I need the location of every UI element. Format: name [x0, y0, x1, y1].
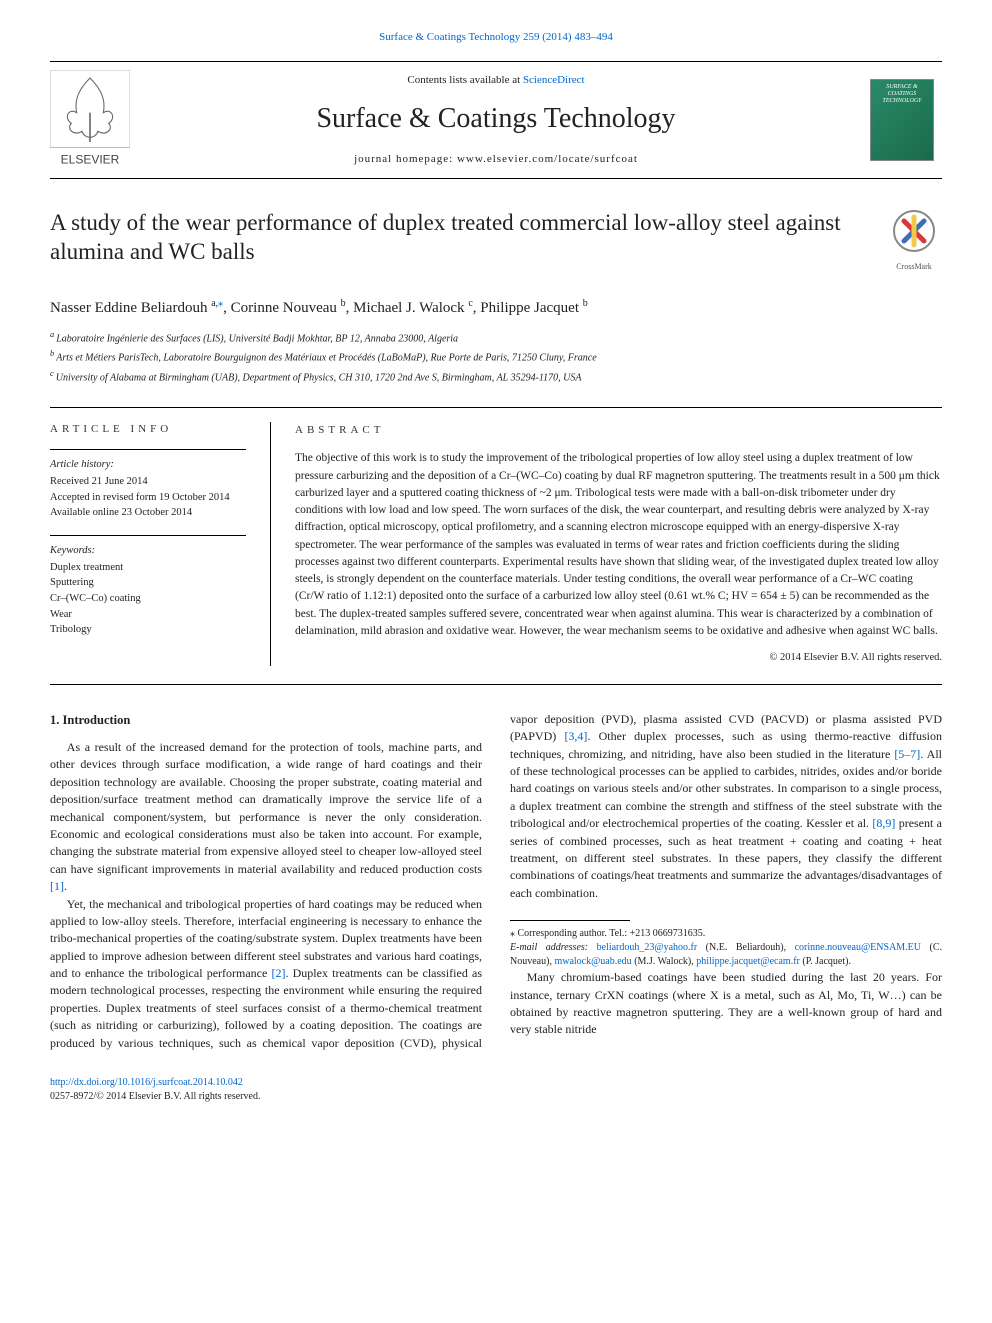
abstract-copyright: © 2014 Elsevier B.V. All rights reserved… [295, 650, 942, 666]
author-affkey: c [468, 298, 472, 309]
keyword: Sputtering [50, 576, 246, 591]
history-line: Received 21 June 2014 [50, 475, 246, 490]
history-title: Article history: [50, 458, 246, 473]
history-line: Available online 23 October 2014 [50, 506, 246, 521]
page-footer: http://dx.doi.org/10.1016/j.surfcoat.201… [50, 1076, 942, 1104]
homepage-url: www.elsevier.com/locate/surfcoat [457, 153, 638, 165]
ref-1[interactable]: [1] [50, 879, 64, 893]
affiliations: a Laboratoire Ingénierie des Surfaces (L… [50, 329, 942, 385]
abstract-label: abstract [295, 422, 942, 439]
p1-b: . [64, 879, 67, 893]
article-title: A study of the wear performance of duple… [50, 209, 866, 267]
issn-copyright: 0257-8972/© 2014 Elsevier B.V. All right… [50, 1091, 260, 1102]
footnote-rule [510, 920, 630, 921]
affiliation-line: b Arts et Métiers ParisTech, Laboratoire… [50, 348, 942, 365]
footnotes: ⁎ Corresponding author. Tel.: +213 06697… [510, 927, 942, 969]
keyword: Duplex treatment [50, 561, 246, 576]
email-link[interactable]: corinne.nouveau@ENSAM.EU [795, 942, 921, 953]
contents-line: Contents lists available at ScienceDirec… [130, 73, 862, 88]
keyword: Cr–(WC–Co) coating [50, 592, 246, 607]
email-link[interactable]: beliardouh_23@yahoo.fr [597, 942, 698, 953]
running-head: Surface & Coatings Technology 259 (2014)… [50, 30, 942, 45]
info-label: article info [50, 422, 246, 437]
body-text: 1. Introduction As a result of the incre… [50, 711, 942, 1052]
crossmark-label: CrossMark [886, 261, 942, 272]
email-link[interactable]: mwalock@uab.edu [554, 956, 631, 967]
author-name: Philippe Jacquet [480, 300, 582, 316]
sciencedirect-link[interactable]: ScienceDirect [523, 74, 585, 86]
homepage-prefix: journal homepage: [354, 153, 457, 165]
crossmark-icon [892, 209, 936, 253]
keyword: Wear [50, 608, 246, 623]
email-addresses: E-mail addresses: beliardouh_23@yahoo.fr… [510, 941, 942, 969]
email-label: E-mail addresses: [510, 942, 597, 953]
author-affkey: b [341, 298, 346, 309]
ref-89[interactable]: [8,9] [872, 816, 895, 830]
author-affkey: b [583, 298, 588, 309]
elsevier-tree-icon: ELSEVIER [50, 70, 130, 170]
keyword: Tribology [50, 623, 246, 638]
abstract-text: The objective of this work is to study t… [295, 450, 942, 640]
crossmark-badge[interactable]: CrossMark [886, 209, 942, 271]
doi-link[interactable]: http://dx.doi.org/10.1016/j.surfcoat.201… [50, 1076, 942, 1090]
keywords-title: Keywords: [50, 544, 246, 559]
ref-2[interactable]: [2] [271, 966, 285, 980]
svg-text:ELSEVIER: ELSEVIER [61, 153, 120, 167]
section-heading-intro: 1. Introduction [50, 711, 482, 729]
cover-text: SURFACE & COATINGS TECHNOLOGY [875, 84, 929, 104]
homepage-line: journal homepage: www.elsevier.com/locat… [130, 152, 862, 167]
publisher-logo: ELSEVIER [50, 70, 130, 170]
journal-title: Surface & Coatings Technology [130, 99, 862, 138]
article-info-column: article info Article history: Received 2… [50, 422, 270, 666]
affiliation-line: c University of Alabama at Birmingham (U… [50, 368, 942, 385]
author-name: Michael J. Walock [353, 300, 468, 316]
running-head-link[interactable]: Surface & Coatings Technology 259 (2014)… [379, 31, 613, 43]
contents-prefix: Contents lists available at [407, 74, 522, 86]
masthead: ELSEVIER Contents lists available at Sci… [50, 61, 942, 179]
p1-a: As a result of the increased demand for … [50, 740, 482, 876]
p3: Many chromium-based coatings have been s… [510, 970, 942, 1036]
corresponding-star-icon: ⁎ [218, 298, 223, 309]
corresponding-author: ⁎ Corresponding author. Tel.: +213 06697… [510, 927, 942, 941]
authors-line: Nasser Eddine Beliardouh a,⁎, Corinne No… [50, 297, 942, 319]
journal-cover-thumb: SURFACE & COATINGS TECHNOLOGY [862, 79, 942, 161]
email-link[interactable]: philippe.jacquet@ecam.fr [696, 956, 800, 967]
history-line: Accepted in revised form 19 October 2014 [50, 491, 246, 506]
masthead-center: Contents lists available at ScienceDirec… [130, 73, 862, 167]
abstract-column: abstract The objective of this work is t… [270, 422, 942, 666]
author-name: Nasser Eddine Beliardouh [50, 300, 211, 316]
ref-57[interactable]: [5–7] [894, 747, 920, 761]
affiliation-line: a Laboratoire Ingénierie des Surfaces (L… [50, 329, 942, 346]
ref-34[interactable]: [3,4] [564, 729, 587, 743]
author-name: Corinne Nouveau [231, 300, 341, 316]
